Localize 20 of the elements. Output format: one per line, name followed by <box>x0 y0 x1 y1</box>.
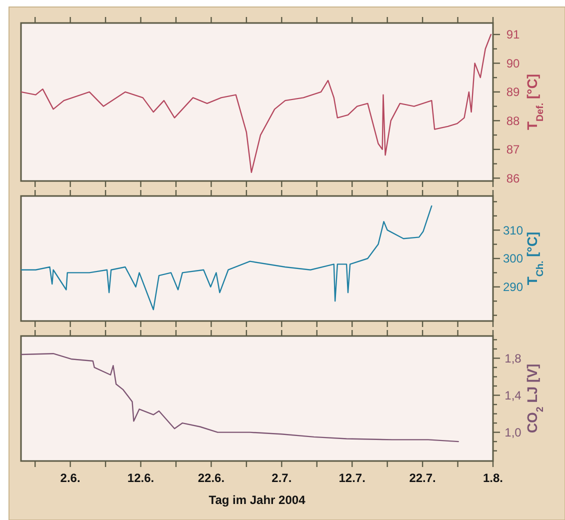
x-tick-label: 12.6. <box>127 471 154 485</box>
y-tick-label: 1,8 <box>504 351 522 366</box>
y-tick-label: 90 <box>506 56 520 70</box>
y-tick-label: 91 <box>506 28 520 42</box>
y-tick-label: 310 <box>502 223 524 238</box>
x-tick-label: 2.7. <box>272 471 292 485</box>
x-tick-label: 2.6. <box>60 471 80 485</box>
y-tick-label: 1,0 <box>504 425 522 440</box>
y-tick-label: 1,4 <box>504 388 522 402</box>
y-tick-label: 89 <box>506 85 520 100</box>
x-tick-label: 22.6. <box>198 471 225 485</box>
x-tick-label: 22.7. <box>409 471 436 485</box>
y-tick-label: 88 <box>506 114 520 128</box>
x-tick-label: 12.7. <box>338 471 366 485</box>
x-tick-label: 1.8. <box>482 471 504 485</box>
y-tick-label: 87 <box>506 142 520 157</box>
x-axis-title: Tag im Jahr 2004 <box>208 493 306 507</box>
y-tick-label: 300 <box>502 252 524 266</box>
y-tick-label: 86 <box>506 171 520 186</box>
y-tick-label: 290 <box>502 280 524 294</box>
